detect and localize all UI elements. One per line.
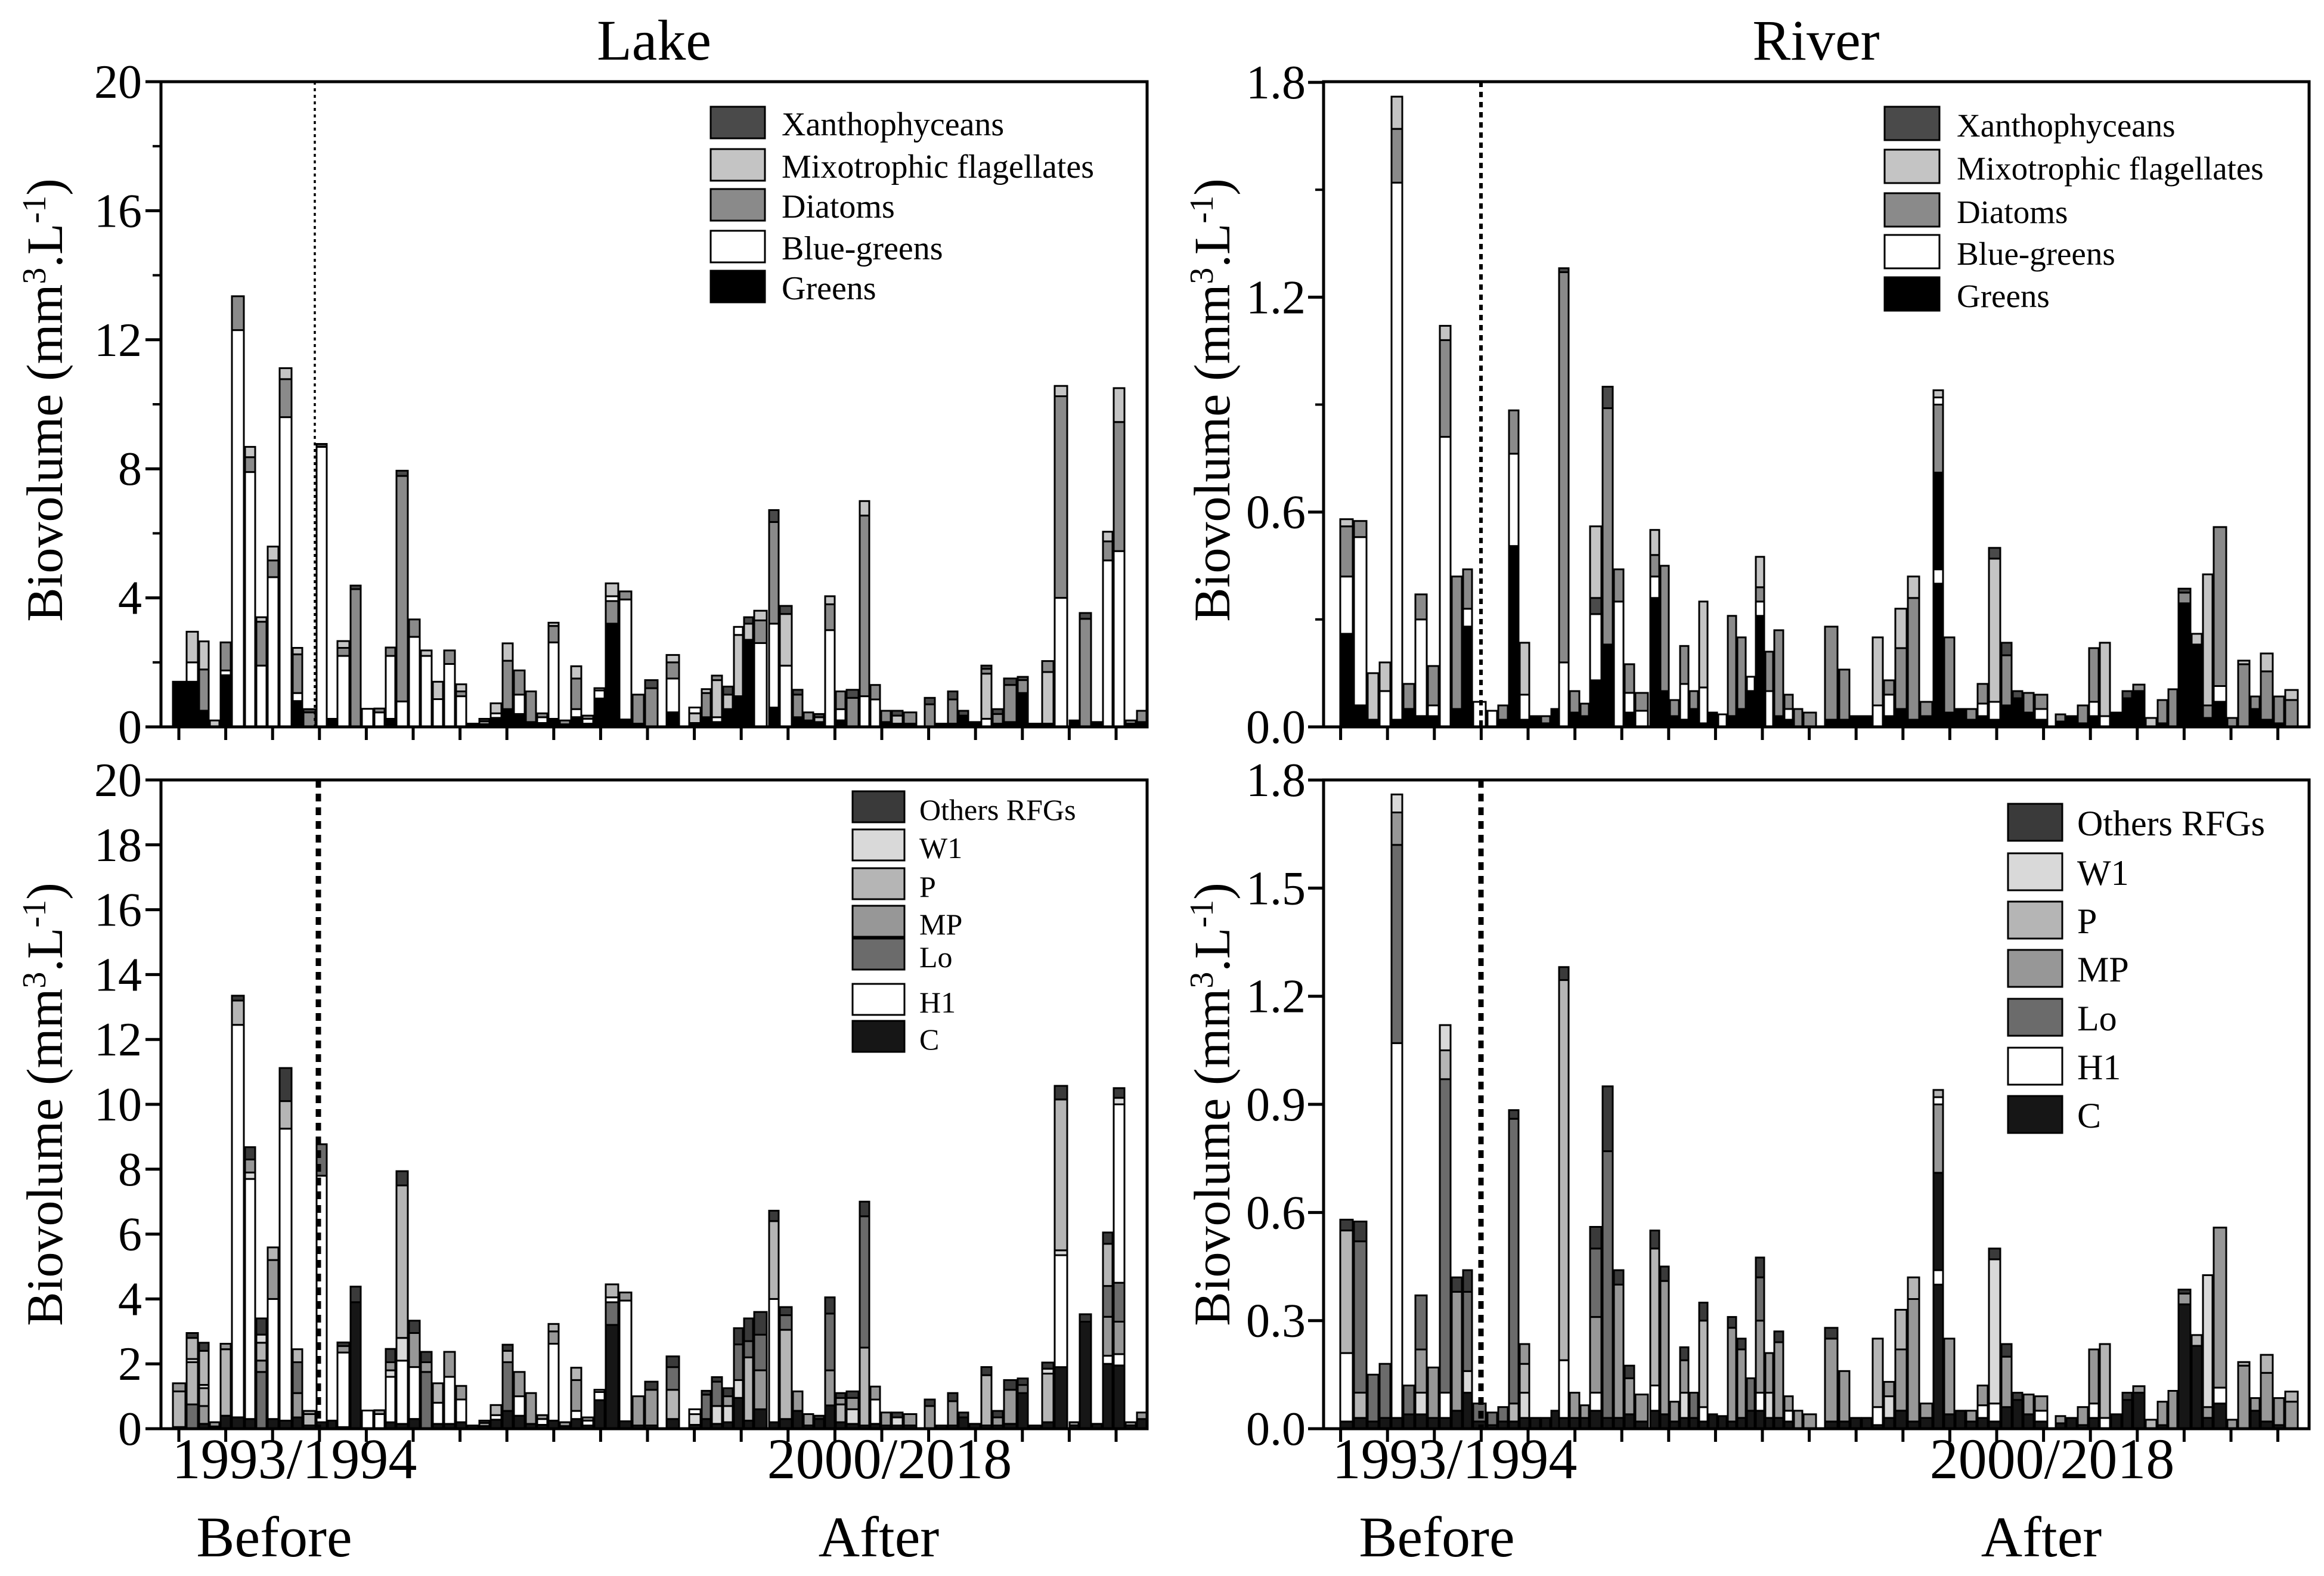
svg-text:MP: MP (919, 908, 962, 941)
svg-text:0.9: 0.9 (1246, 1079, 1306, 1131)
svg-text:0.3: 0.3 (1246, 1295, 1306, 1348)
svg-text:Greens: Greens (1957, 278, 2050, 314)
svg-text:H1: H1 (919, 986, 956, 1019)
svg-text:Blue-greens: Blue-greens (782, 230, 943, 267)
svg-text:0: 0 (118, 1403, 142, 1456)
svg-text:Xanthophyceans: Xanthophyceans (782, 106, 1004, 143)
svg-text:6: 6 (118, 1209, 142, 1261)
svg-text:4: 4 (118, 1273, 142, 1326)
svg-text:C: C (2077, 1096, 2101, 1135)
svg-text:18: 18 (94, 819, 142, 872)
svg-text:Biovolume (mm3.L-1): Biovolume (mm3.L-1) (16, 883, 73, 1326)
svg-text:1993/1994: 1993/1994 (172, 1427, 417, 1491)
svg-text:After: After (819, 1505, 940, 1569)
svg-text:12: 12 (94, 1014, 142, 1066)
svg-text:Xanthophyceans: Xanthophyceans (1957, 107, 2176, 144)
svg-text:P: P (919, 870, 936, 903)
svg-text:14: 14 (94, 949, 142, 1001)
svg-text:2000/2018: 2000/2018 (767, 1427, 1012, 1491)
svg-text:1.2: 1.2 (1246, 271, 1306, 324)
svg-text:Lake: Lake (597, 8, 711, 72)
svg-text:River: River (1752, 8, 1879, 72)
svg-text:Diatoms: Diatoms (1957, 194, 2068, 230)
svg-text:12: 12 (94, 314, 142, 367)
svg-text:Mixotrophic flagellates: Mixotrophic flagellates (1957, 150, 2264, 187)
svg-text:0.6: 0.6 (1246, 1187, 1306, 1239)
svg-text:P: P (2077, 902, 2097, 941)
svg-text:0.0: 0.0 (1246, 1403, 1306, 1456)
svg-text:Biovolume (mm3.L-1): Biovolume (mm3.L-1) (1183, 178, 1241, 621)
svg-text:MP: MP (2077, 950, 2129, 989)
svg-text:Greens: Greens (782, 270, 876, 307)
svg-text:Before: Before (196, 1505, 352, 1569)
svg-text:16: 16 (94, 185, 142, 237)
svg-text:1.8: 1.8 (1246, 754, 1306, 807)
svg-text:1993/1994: 1993/1994 (1333, 1427, 1578, 1491)
svg-text:8: 8 (118, 1144, 142, 1196)
svg-text:Mixotrophic flagellates: Mixotrophic flagellates (782, 148, 1094, 185)
svg-text:20: 20 (94, 754, 142, 807)
svg-text:16: 16 (94, 884, 142, 937)
svg-text:10: 10 (94, 1079, 142, 1131)
svg-text:2000/2018: 2000/2018 (1930, 1427, 2175, 1491)
svg-text:0.6: 0.6 (1246, 487, 1306, 539)
svg-text:Diatoms: Diatoms (782, 188, 895, 225)
svg-text:4: 4 (118, 572, 142, 625)
svg-text:W1: W1 (2077, 853, 2129, 893)
svg-text:H1: H1 (2077, 1048, 2121, 1087)
svg-text:After: After (1981, 1505, 2102, 1569)
svg-text:Others RFGs: Others RFGs (2077, 804, 2265, 843)
svg-text:Blue-greens: Blue-greens (1957, 236, 2115, 272)
svg-text:0.0: 0.0 (1246, 701, 1306, 754)
svg-text:Biovolume (mm3.L-1): Biovolume (mm3.L-1) (1183, 883, 1241, 1326)
svg-text:Others RFGs: Others RFGs (919, 793, 1076, 826)
svg-text:Lo: Lo (2077, 999, 2117, 1038)
svg-text:Before: Before (1359, 1505, 1514, 1569)
svg-text:W1: W1 (919, 831, 962, 865)
svg-text:1.5: 1.5 (1246, 862, 1306, 915)
svg-text:C: C (919, 1023, 939, 1056)
svg-text:1.2: 1.2 (1246, 971, 1306, 1023)
svg-text:1.8: 1.8 (1246, 57, 1306, 109)
svg-text:Biovolume (mm3.L-1): Biovolume (mm3.L-1) (16, 178, 73, 621)
svg-text:20: 20 (94, 56, 142, 109)
svg-text:8: 8 (118, 443, 142, 496)
svg-text:Lo: Lo (919, 940, 953, 974)
svg-text:0: 0 (118, 701, 142, 754)
svg-text:2: 2 (118, 1338, 142, 1391)
